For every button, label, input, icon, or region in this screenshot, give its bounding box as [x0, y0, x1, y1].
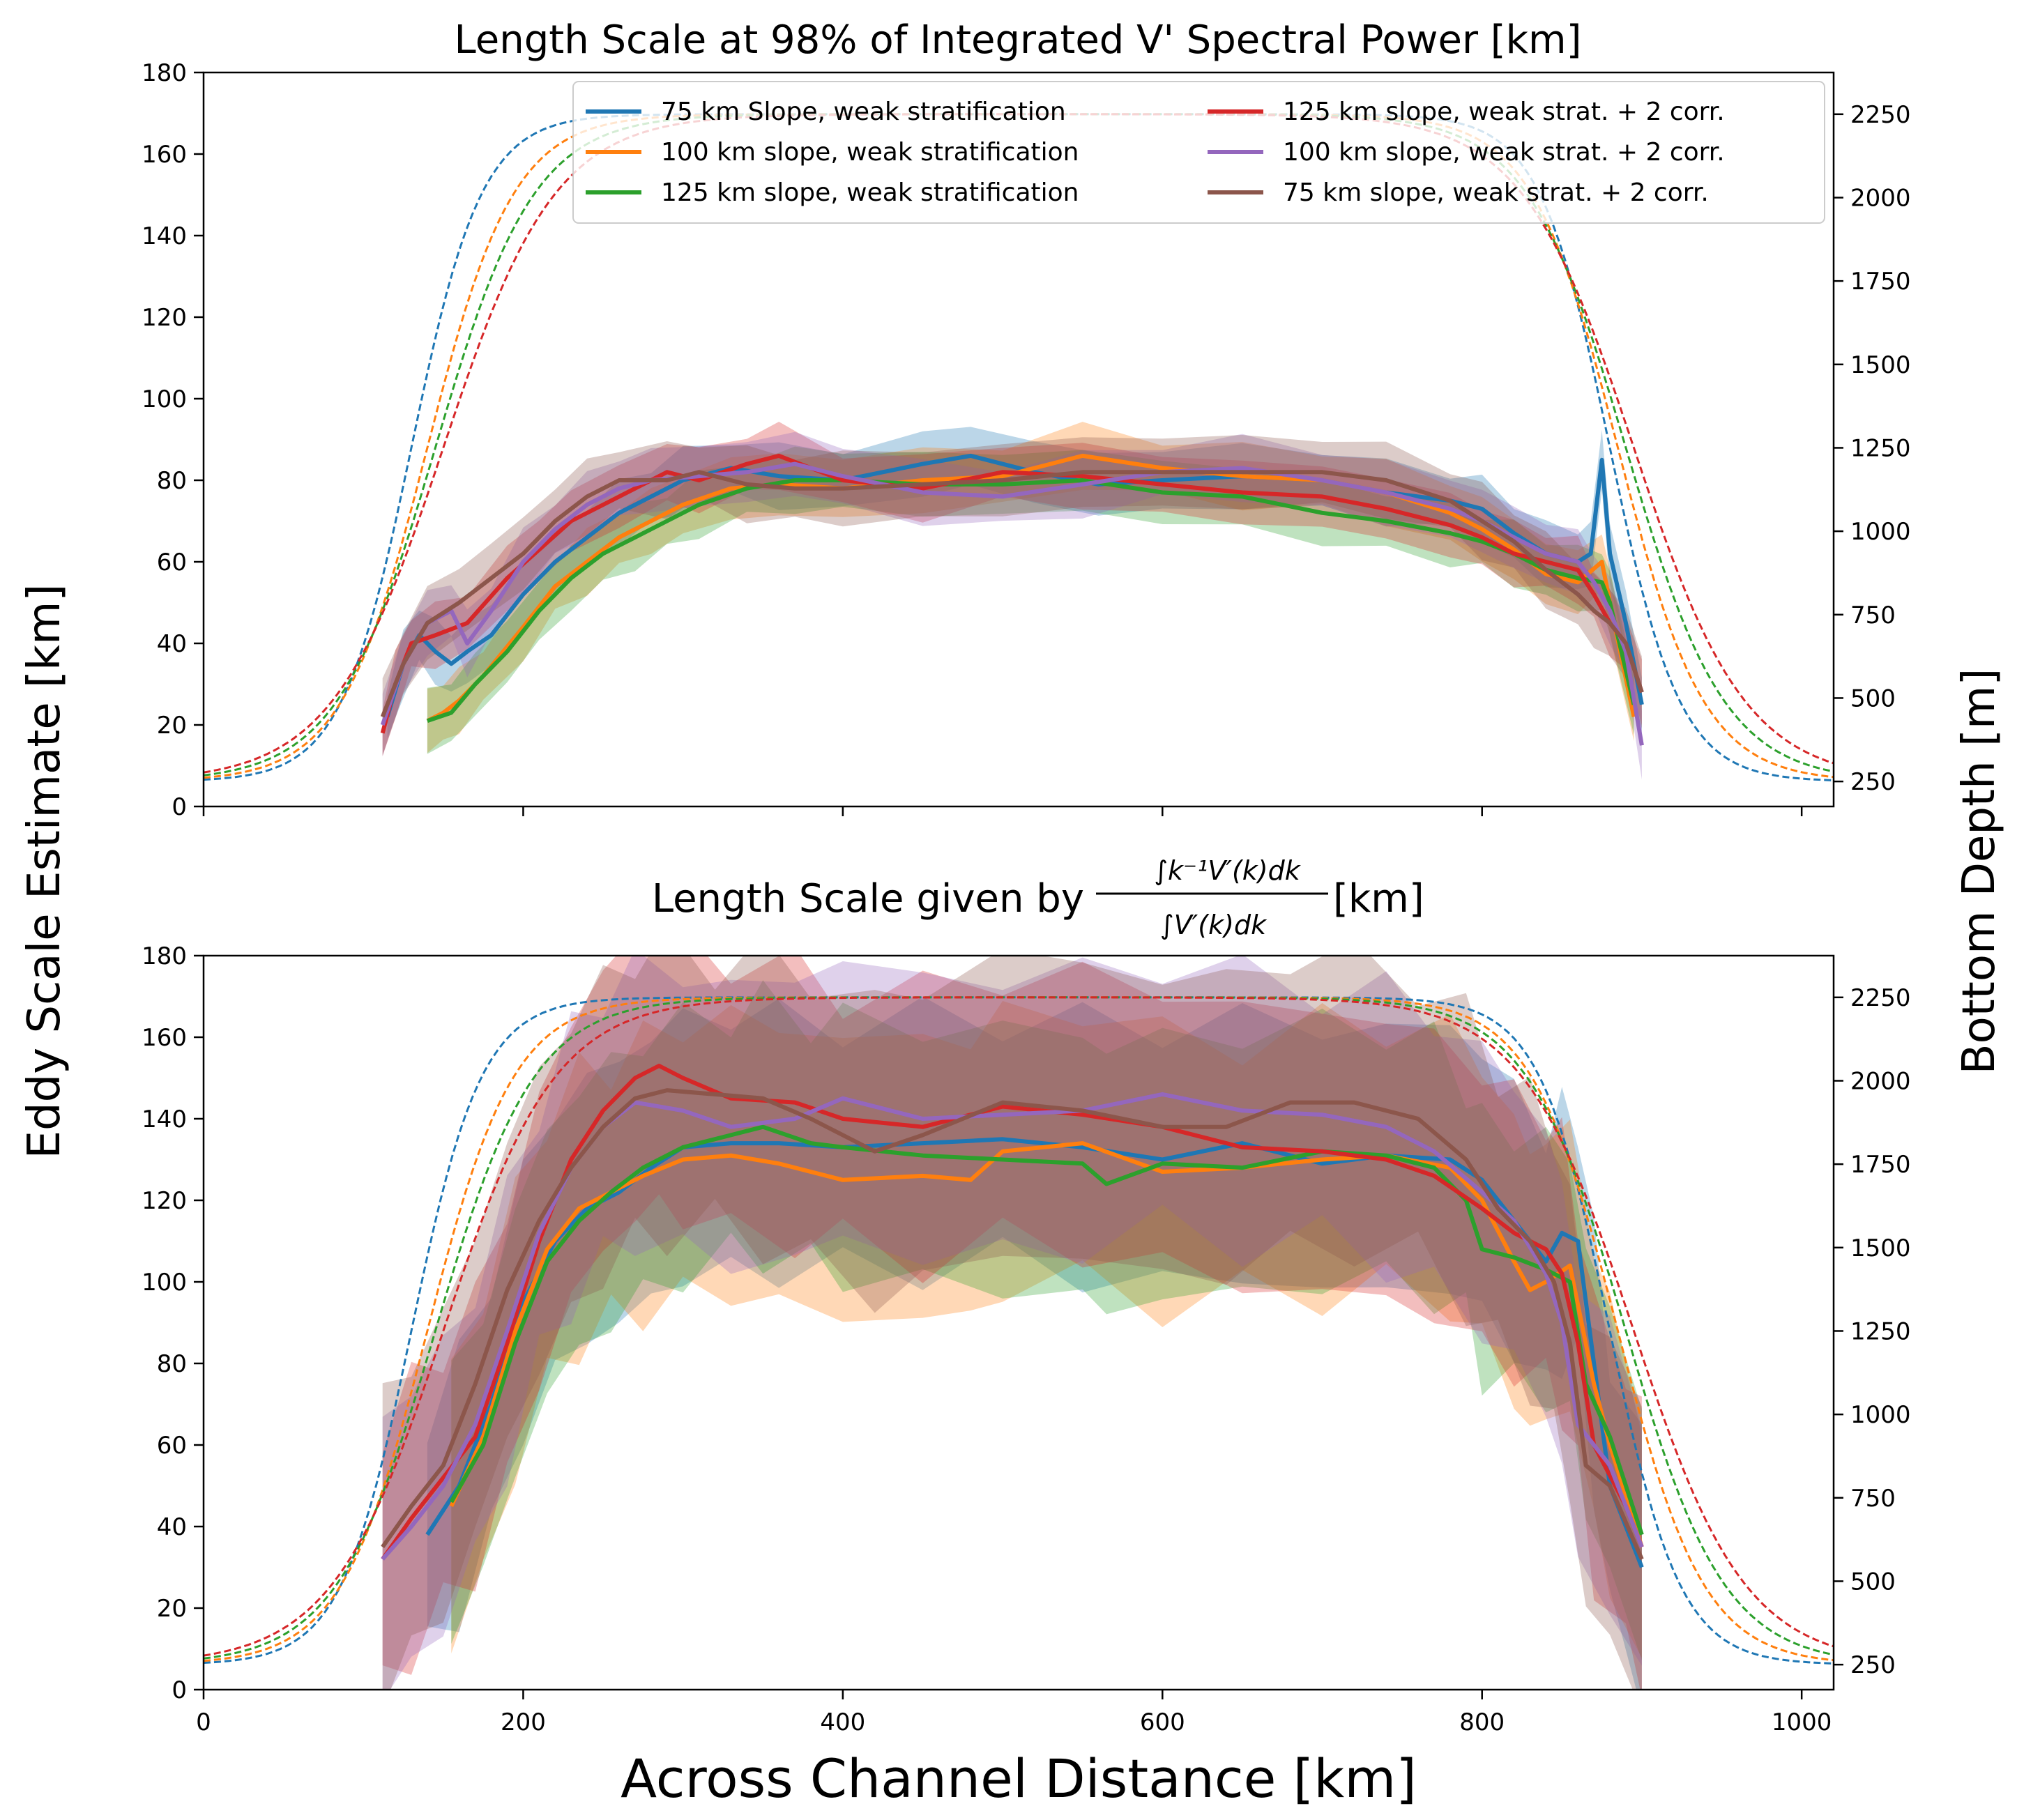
- y-tick-label: 120: [142, 304, 187, 332]
- x-tick-label: 600: [1140, 1708, 1185, 1736]
- y-tick-label: 100: [142, 1269, 187, 1297]
- top-panel-plot-area: [204, 113, 1834, 781]
- y-tick-label: 60: [157, 549, 187, 576]
- series-line-green-panel-1: [449, 1124, 1644, 1536]
- right-y-tick-label: 500: [1850, 1568, 1896, 1596]
- right-y-tick-label: 1500: [1850, 351, 1911, 379]
- bottom-panel-title-prefix: Length Scale given by: [652, 876, 1084, 922]
- band-orange-panel-0: [427, 422, 1634, 754]
- bottom-panel: Length Scale given by ∫k⁻¹V′(k)dk ∫V′(k)…: [142, 855, 1910, 1736]
- y-tick-label: 0: [172, 1676, 187, 1704]
- right-y-tick-label: 1250: [1850, 1317, 1911, 1345]
- y-tick-label: 20: [157, 1595, 187, 1623]
- bottom-panel-frame: [202, 954, 1835, 1691]
- band-purple-panel-1: [382, 956, 1642, 1690]
- series-line-brown-panel-0: [380, 470, 1644, 718]
- y-tick-label: 20: [157, 712, 187, 740]
- right-y-tick-label: 2000: [1850, 184, 1911, 212]
- y-tick-label: 60: [157, 1432, 187, 1460]
- bottom-panel-title-denominator: ∫V′(k)dk: [1160, 910, 1268, 940]
- band-brown-panel-1: [382, 956, 1642, 1690]
- legend-label-blue: 75 km Slope, weak stratification: [661, 98, 1066, 126]
- y-tick-label: 100: [142, 385, 187, 413]
- right-y-tick-label: 500: [1850, 685, 1896, 712]
- y-tick-label: 80: [157, 467, 187, 495]
- depth-profile-red-panel-1: [204, 996, 1834, 1657]
- right-y-tick-label: 2250: [1850, 984, 1911, 1012]
- series-line-blue-panel-1: [425, 1137, 1644, 1568]
- band-green-panel-0: [427, 446, 1634, 754]
- x-tick-label: 800: [1459, 1708, 1505, 1736]
- band-brown-panel-0: [382, 435, 1642, 756]
- x-tick-label: 200: [501, 1708, 546, 1736]
- top-panel-title: Length Scale at 98% of Integrated V' Spe…: [455, 17, 1582, 63]
- right-y-tick-label: 1750: [1850, 268, 1911, 296]
- y-tick-label: 0: [172, 793, 187, 821]
- bottom-panel-ticks: 0 200 400 600 800 1000 0 20 40 60 80 100 120 140 160 18…: [142, 942, 1910, 1736]
- x-tick-label: 1000: [1772, 1708, 1832, 1736]
- top-panel-ticks: 0 20 40 60 80 100 120 140 160 180 250 500 750 1000 125…: [142, 59, 1910, 821]
- y-tick-label: 160: [142, 1024, 187, 1052]
- right-y-tick-label: 750: [1850, 602, 1896, 629]
- legend-label-green: 125 km slope, weak stratification: [661, 178, 1079, 207]
- left-y-axis-label: Eddy Scale Estimate [km]: [19, 584, 70, 1159]
- series-line-purple-panel-0: [380, 461, 1644, 746]
- band-orange-panel-1: [451, 1001, 1642, 1658]
- depth-profile-blue-panel-0: [204, 113, 1834, 781]
- band-red-panel-1: [382, 956, 1642, 1690]
- legend-label-orange: 100 km slope, weak stratification: [661, 138, 1079, 167]
- bottom-panel-title-suffix: [km]: [1333, 876, 1424, 922]
- band-green-panel-1: [451, 980, 1642, 1661]
- x-tick-label: 400: [820, 1708, 865, 1736]
- depth-profile-blue-panel-1: [204, 996, 1834, 1665]
- legend-label-brown: 75 km slope, weak strat. + 2 corr.: [1283, 178, 1709, 207]
- right-y-tick-label: 1500: [1850, 1234, 1911, 1262]
- right-y-tick-label: 1750: [1850, 1151, 1911, 1179]
- band-blue-panel-1: [427, 996, 1642, 1690]
- right-y-tick-label: 2000: [1850, 1067, 1911, 1095]
- top-panel-legend: 75 km Slope, weak stratification 100 km s…: [572, 81, 1825, 224]
- top-panel: Length Scale at 98% of Integrated V' Spe…: [142, 17, 1910, 821]
- bottom-panel-title-numerator: ∫k⁻¹V′(k)dk: [1154, 855, 1301, 886]
- right-y-tick-label: 250: [1850, 1651, 1896, 1679]
- right-y-axis-label: Bottom Depth [m]: [1954, 668, 2005, 1075]
- x-axis-label: Across Channel Distance [km]: [621, 1748, 1417, 1810]
- right-y-tick-label: 250: [1850, 768, 1896, 796]
- series-line-brown-panel-1: [381, 1088, 1644, 1560]
- y-tick-label: 80: [157, 1350, 187, 1378]
- right-y-tick-label: 2250: [1850, 101, 1911, 129]
- legend-label-purple: 100 km slope, weak strat. + 2 corr.: [1283, 138, 1725, 167]
- y-tick-label: 120: [142, 1187, 187, 1215]
- x-tick-label: 0: [196, 1708, 211, 1736]
- right-y-tick-label: 1000: [1850, 1401, 1911, 1429]
- bottom-panel-plot-area: [204, 956, 1834, 1690]
- band-purple-panel-0: [382, 431, 1642, 780]
- y-tick-label: 180: [142, 59, 187, 87]
- legend-box: [572, 81, 1825, 224]
- right-y-tick-label: 1000: [1850, 518, 1911, 546]
- y-tick-label: 140: [142, 1106, 187, 1133]
- y-tick-label: 180: [142, 942, 187, 970]
- y-tick-label: 140: [142, 222, 187, 250]
- bottom-panel-title: Length Scale given by ∫k⁻¹V′(k)dk ∫V′(k)…: [652, 855, 1424, 940]
- y-tick-label: 40: [157, 630, 187, 658]
- right-y-tick-label: 1250: [1850, 434, 1911, 462]
- top-panel-frame: [202, 71, 1835, 808]
- right-y-tick-label: 750: [1850, 1485, 1896, 1513]
- y-tick-label: 160: [142, 141, 187, 169]
- legend-label-red: 125 km slope, weak strat. + 2 corr.: [1283, 98, 1725, 126]
- y-tick-label: 40: [157, 1513, 187, 1541]
- series-line-orange-panel-1: [449, 1141, 1644, 1548]
